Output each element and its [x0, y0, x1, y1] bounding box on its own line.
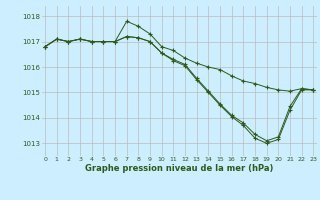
X-axis label: Graphe pression niveau de la mer (hPa): Graphe pression niveau de la mer (hPa) — [85, 164, 273, 173]
